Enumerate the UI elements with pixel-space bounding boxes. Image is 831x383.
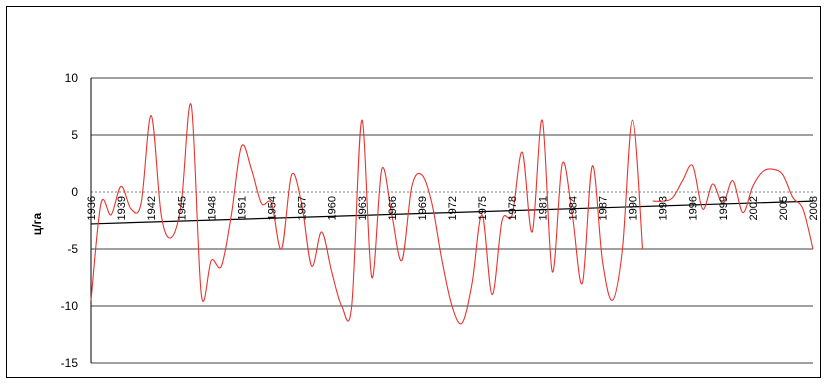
x-tick-label: 1954 [267,196,279,220]
x-tick-label: 1939 [116,196,128,220]
x-tick-label: 1960 [327,196,339,220]
x-tick-label: 1972 [447,196,459,220]
trend-line [90,200,814,225]
x-tick-label: 1999 [718,196,730,220]
y-tick-label: 0 [71,185,78,199]
y-tick-label: -15 [61,356,79,370]
series-layer [90,103,814,325]
x-tick-label: 2002 [748,196,760,220]
x-tick-label: 1984 [567,196,579,220]
x-tick-label: 1990 [628,196,640,220]
x-tick-label: 2008 [808,196,820,220]
x-tick-label: 1996 [688,196,700,220]
x-tick-label: 2005 [778,196,790,220]
y-tick-labels: 10 5 0 -5 -10 -15 [61,71,79,370]
y-tick-label: -10 [61,299,79,313]
x-tick-label: 1969 [417,196,429,220]
x-tick-label: 1945 [176,196,188,220]
x-tick-label: 1948 [206,196,218,220]
chart-frame [6,6,821,378]
y-tick-label: -5 [67,242,78,256]
y-tick-label: 10 [65,71,79,85]
series-line-2 [652,164,814,250]
x-tick-label: 1936 [86,196,98,220]
x-tick-label: 1975 [477,196,489,220]
x-tick-label: 1957 [297,196,309,220]
trend-layer [90,200,814,225]
y-axis-label: ц/га [30,212,44,235]
x-tick-label: 1978 [507,196,519,220]
series-line-1 [90,103,644,325]
x-tick-label: 1981 [537,196,549,220]
grid-layer [90,77,813,364]
x-tick-labels: 1936 1939 1942 1945 1948 1951 1954 1957 1960 1963… [86,196,820,220]
x-tick-label: 1987 [597,196,609,220]
y-tick-label: 5 [71,128,78,142]
x-tick-label: 1963 [357,196,369,220]
x-tick-label: 1966 [387,196,399,220]
x-tick-label: 1942 [146,196,158,220]
x-tick-label: 1951 [236,196,248,220]
x-tick-label: 1993 [658,196,670,220]
